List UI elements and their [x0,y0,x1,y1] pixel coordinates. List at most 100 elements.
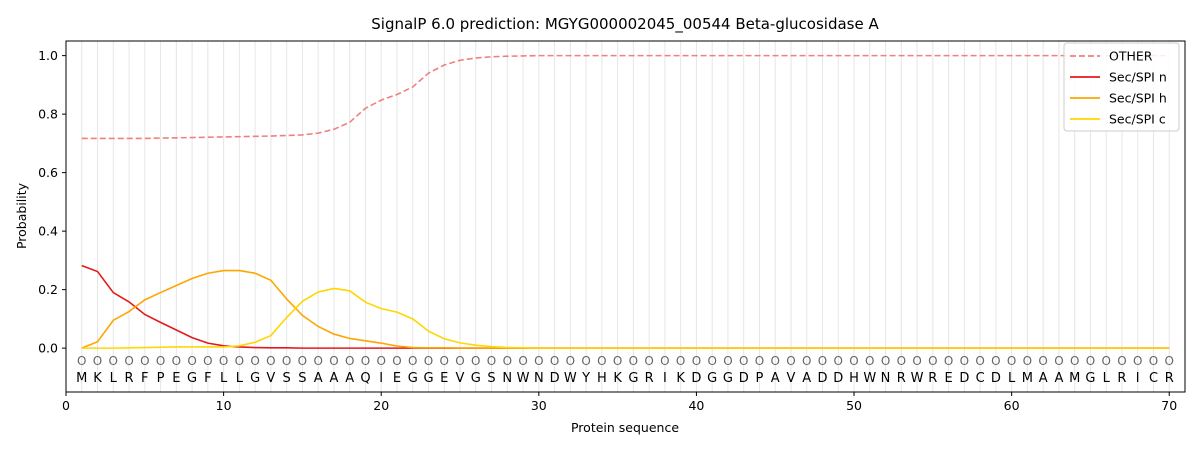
residue-48: D [817,371,827,386]
residue-1: M [76,371,87,386]
region-label-68: O [1133,354,1142,368]
residue-42: G [723,371,733,386]
region-label-29: O [518,354,527,368]
residue-36: G [628,371,638,386]
region-label-40: O [692,354,701,368]
region-label-6: O [156,354,165,368]
residue-69: C [1149,371,1158,386]
region-label-9: O [203,354,212,368]
sequence-annotation: OMOKOLOROFOPOEOGOFOLOLOGOVOSOSOAOAOAOQOI… [76,354,1174,386]
residue-51: W [863,371,876,386]
residue-70: R [1165,371,1174,386]
residue-3: L [110,371,118,386]
region-label-3: O [109,354,118,368]
residue-39: K [676,371,685,386]
region-label-19: O [361,354,370,368]
y-tick-label-0.2: 0.2 [38,282,58,297]
region-label-66: O [1101,354,1110,368]
residue-49: D [833,371,843,386]
residue-56: E [944,371,952,386]
legend: OTHER Sec/SPI n Sec/SPI h Sec/SPI c [1063,42,1180,132]
x-tick-label-20: 20 [373,398,389,413]
residue-57: D [959,371,969,386]
region-label-24: O [440,354,449,368]
residue-4: R [125,371,134,386]
series-line-3 [81,287,1170,349]
legend-box [1063,42,1180,132]
region-label-63: O [1054,354,1063,368]
residue-68: I [1136,371,1140,386]
residue-23: G [423,371,433,386]
region-label-57: O [960,354,969,368]
residue-15: S [298,371,306,386]
residue-65: G [1085,371,1095,386]
residue-24: E [440,371,448,386]
region-label-10: O [219,354,228,368]
y-tick-label-0.8: 0.8 [38,107,58,122]
residue-22: G [408,371,418,386]
region-label-18: O [345,354,354,368]
residue-52: N [881,371,891,386]
region-label-56: O [944,354,953,368]
series-line-0 [81,54,1170,140]
region-label-50: O [849,354,858,368]
residue-66: L [1103,371,1111,386]
region-label-41: O [707,354,716,368]
region-label-55: O [928,354,937,368]
region-label-52: O [881,354,890,368]
region-label-62: O [1038,354,1047,368]
residue-29: W [517,371,530,386]
x-tick-label-30: 30 [531,398,547,413]
region-label-7: O [172,354,181,368]
region-label-28: O [503,354,512,368]
region-label-42: O [723,354,732,368]
residue-26: G [471,371,481,386]
residue-33: Y [581,371,590,386]
region-label-69: O [1149,354,1158,368]
region-label-65: O [1086,354,1095,368]
region-label-64: O [1070,354,1079,368]
x-tick-label-0: 0 [62,398,70,413]
residue-31: D [550,371,560,386]
region-label-38: O [660,354,669,368]
residue-64: M [1069,371,1080,386]
region-label-36: O [629,354,638,368]
residue-10: L [220,371,228,386]
region-label-25: O [455,354,464,368]
series-lines [81,54,1170,349]
residue-grid [81,41,1170,392]
region-label-33: O [581,354,590,368]
region-label-51: O [865,354,874,368]
residue-61: M [1022,371,1033,386]
residue-2: K [93,371,102,386]
residue-25: V [456,371,465,386]
region-label-23: O [424,354,433,368]
region-label-13: O [266,354,275,368]
residue-44: P [756,371,764,386]
residue-40: D [691,371,701,386]
region-label-12: O [250,354,259,368]
region-label-48: O [818,354,827,368]
region-label-22: O [408,354,417,368]
region-label-31: O [550,354,559,368]
residue-8: G [187,371,197,386]
region-label-2: O [93,354,102,368]
residue-35: K [613,371,622,386]
region-label-34: O [597,354,606,368]
region-label-27: O [487,354,496,368]
residue-18: A [345,371,354,386]
residue-43: D [739,371,749,386]
region-label-59: O [991,354,1000,368]
legend-label-2: Sec/SPI h [1109,91,1167,106]
region-label-60: O [1007,354,1016,368]
residue-62: A [1039,371,1048,386]
residue-27: S [487,371,495,386]
residue-19: Q [360,371,370,386]
residue-21: E [393,371,401,386]
region-label-32: O [566,354,575,368]
y-tick-label-0.4: 0.4 [38,224,58,239]
region-label-35: O [613,354,622,368]
residue-38: I [663,371,667,386]
region-label-39: O [676,354,685,368]
region-label-70: O [1165,354,1174,368]
